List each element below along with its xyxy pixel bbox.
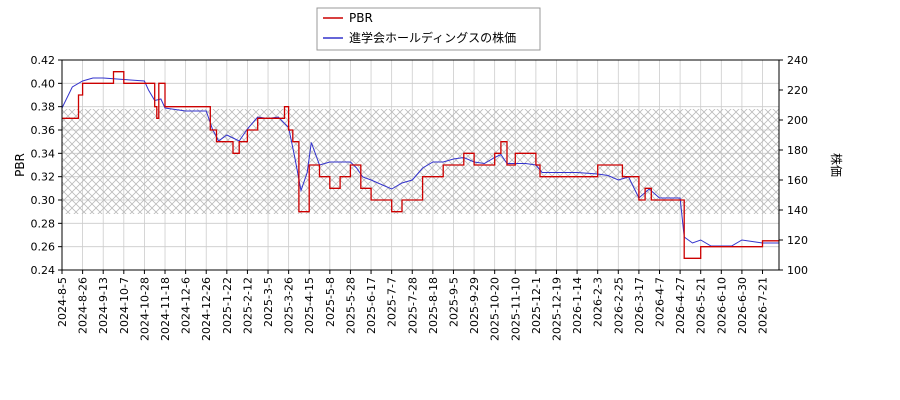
x-tick-label: 2025-7-28 [406,277,419,334]
x-tick-label: 2026-6-10 [715,277,728,334]
right-tick-label: 100 [787,264,808,277]
left-tick-label: 0.36 [31,124,56,137]
x-tick-label: 2025-10-20 [489,277,502,341]
left-tick-label: 0.26 [31,241,56,254]
x-tick-label: 2024-11-18 [159,277,172,341]
left-tick-label: 0.28 [31,217,56,230]
legend: PBR 進学会ホールディングスの株価 [316,7,541,51]
left-tick-label: 0.34 [31,147,56,160]
x-tick-label: 2025-1-22 [221,277,234,334]
left-axis-label: PBR [13,153,27,177]
plot-frame [61,59,780,271]
right-tick-label: 220 [787,84,808,97]
x-tick-label: 2024-10-28 [138,277,151,341]
x-tick-label: 2024-8-5 [56,277,69,327]
right-axis-ticks: 100 120 140 160 180 200 220 240 [779,54,808,277]
series-line-pbr [62,71,779,259]
left-tick-label: 0.40 [31,77,56,90]
x-tick-label: 2025-9-5 [447,277,460,327]
legend-label-pbr: PBR [349,11,373,25]
x-tick-label: 2025-5-28 [344,277,357,334]
right-tick-label: 200 [787,114,808,127]
right-tick-label: 180 [787,144,808,157]
x-tick-label: 2025-2-12 [241,277,254,334]
x-tick-label: 2026-1-14 [571,277,584,334]
right-tick-label: 160 [787,174,808,187]
left-tick-label: 0.30 [31,194,56,207]
x-tick-label: 2025-4-15 [303,277,316,334]
right-tick-label: 240 [787,54,808,67]
x-tick-label: 2026-6-30 [736,277,749,334]
x-tick-label: 2026-3-17 [633,277,646,334]
x-tick-label: 2026-2-3 [592,277,605,327]
x-tick-label: 2026-5-21 [695,277,708,334]
reference-band [62,109,779,214]
x-tick-label: 2026-4-27 [674,277,687,334]
x-tick-label: 2025-9-29 [468,277,481,334]
x-tick-label: 2026-4-7 [654,277,667,327]
x-tick-label: 2025-8-18 [427,277,440,334]
x-tick-label: 2025-12-1 [530,277,543,334]
right-tick-label: 140 [787,204,808,217]
left-axis-ticks: 0.24 0.26 0.28 0.30 0.32 0.34 0.36 0.38 0.40 0.42 [31,54,62,277]
x-tick-label: 2025-12-19 [550,277,563,341]
x-tick-label: 2025-6-17 [365,277,378,334]
x-tick-label: 2024-12-6 [180,277,193,334]
x-tick-label: 2026-2-25 [612,277,625,334]
x-tick-label: 2024-8-26 [77,277,90,334]
x-tick-label: 2025-7-7 [386,277,399,327]
left-tick-label: 0.32 [31,171,56,184]
x-axis-ticks: 2024-8-5 2024-8-26 2024-9-13 2024-10-7 2024-… [56,270,770,341]
x-tick-label: 2024-10-7 [118,277,131,334]
right-tick-label: 120 [787,234,808,247]
left-tick-label: 0.42 [31,54,56,67]
right-axis-label: 株価 [829,153,844,177]
x-tick-label: 2026-7-21 [757,277,770,334]
legend-box [316,7,541,51]
x-tick-label: 2025-5-8 [324,277,337,327]
x-tick-label: 2025-11-10 [509,277,522,341]
x-tick-label: 2025-3-26 [283,277,296,334]
x-tick-label: 2024-12-26 [200,277,213,341]
x-tick-label: 2025-3-5 [262,277,275,327]
left-tick-label: 0.38 [31,101,56,114]
x-tick-label: 2024-9-13 [97,277,110,334]
legend-label-stock: 進学会ホールディングスの株価 [349,30,516,45]
left-tick-label: 0.24 [31,264,56,277]
